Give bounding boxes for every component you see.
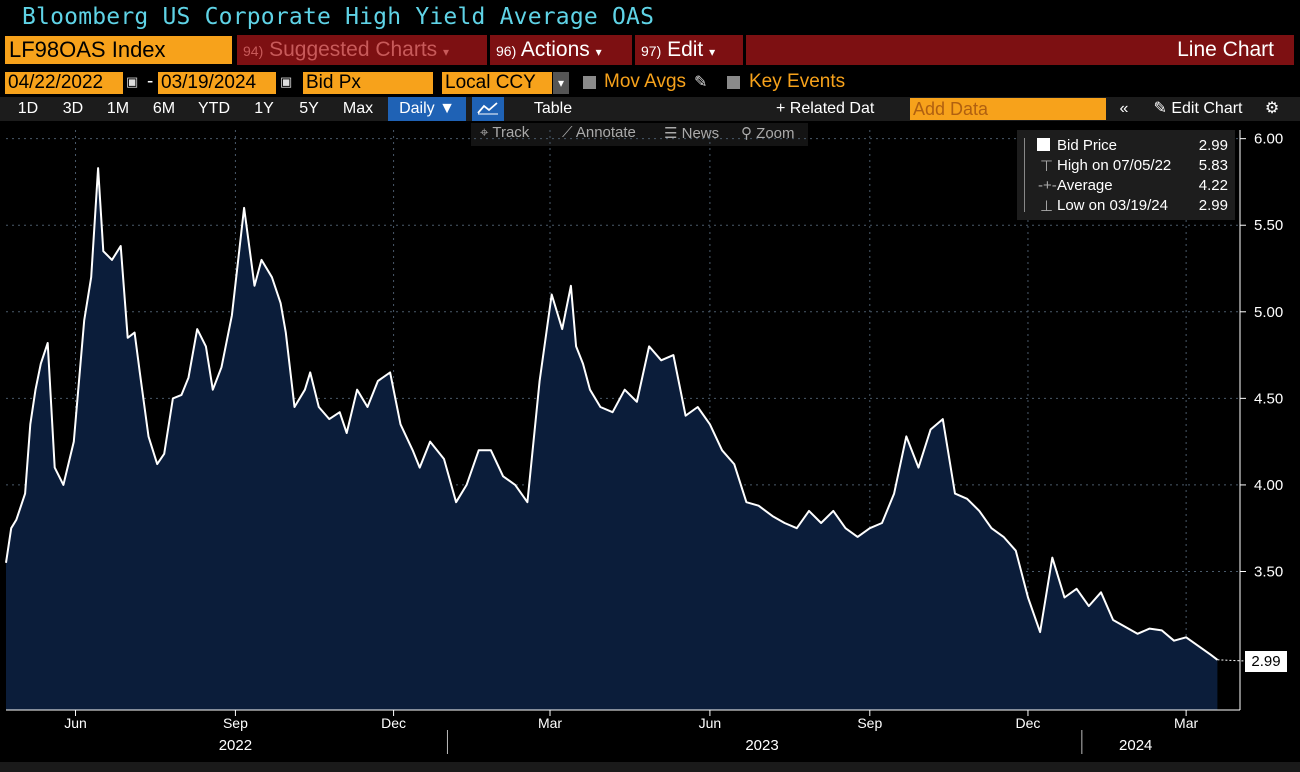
actions-label: Actions: [520, 38, 590, 61]
key-events-checkbox[interactable]: [727, 76, 740, 89]
pencil-icon: ✎: [1153, 100, 1167, 117]
legend-label-high: High on 07/05/22: [1057, 157, 1172, 174]
gear-icon[interactable]: ⚙: [1264, 100, 1280, 117]
legend-value-low: 2.99: [1198, 197, 1228, 214]
ticker-field[interactable]: LF98OAS Index: [5, 36, 232, 64]
range-6m[interactable]: 6M: [152, 100, 176, 117]
last-value-connector: [1217, 659, 1246, 662]
x-tick-label: Mar: [538, 715, 562, 731]
chevron-down-icon[interactable]: ▾: [553, 72, 569, 94]
mov-avgs-checkbox[interactable]: [583, 76, 596, 89]
legend-value-bid-price: 2.99: [1198, 137, 1228, 154]
legend-value-high: 5.83: [1198, 157, 1228, 174]
news-icon: ☰: [664, 125, 682, 142]
chevron-down-icon: ▾: [443, 45, 450, 59]
track-label: Track: [492, 124, 530, 141]
legend-bracket: [1024, 138, 1035, 212]
zoom-label: Zoom: [756, 125, 795, 142]
y-tick-label: 4.50: [1254, 390, 1283, 407]
chart-tools-bar: [471, 123, 808, 146]
key-events-label: Key Events: [749, 71, 846, 92]
currency-select[interactable]: Local CCY: [442, 72, 552, 94]
annotate-label: Annotate: [575, 124, 636, 141]
triangle-down-icon: ▼: [439, 100, 455, 117]
legend-label-bid-price: Bid Price: [1057, 137, 1118, 154]
series-line: [5, 167, 1219, 661]
y-tick-label: 5.50: [1254, 217, 1283, 234]
x-tick-label: Dec: [381, 715, 406, 731]
edit-chart-label: Edit Chart: [1171, 100, 1243, 117]
range-3d[interactable]: 3D: [62, 100, 84, 117]
magnifier-icon: ⚲: [741, 125, 757, 142]
range-max[interactable]: Max: [342, 100, 374, 117]
edit-chart-button[interactable]: ✎ Edit Chart: [1142, 97, 1254, 121]
calendar-icon[interactable]: ▣: [126, 74, 139, 89]
suggested-charts-menu[interactable]: 94) Suggested Charts ▾: [237, 35, 487, 65]
chart-window-title: Bloomberg US Corporate High Yield Averag…: [0, 0, 1300, 34]
y-tick-label: 3.50: [1254, 563, 1283, 580]
chevron-down-icon: ▾: [709, 45, 716, 59]
high-marker-icon: ⊤: [1040, 158, 1054, 175]
edit-number: 97): [641, 43, 662, 59]
suggested-charts-label: Suggested Charts: [269, 38, 438, 61]
legend-label-average: Average: [1057, 177, 1113, 194]
table-button[interactable]: Table: [533, 100, 573, 117]
chart-type-label[interactable]: Line Chart: [746, 35, 1294, 65]
y-tick-label: 5.00: [1254, 304, 1283, 321]
actions-menu[interactable]: 96) Actions ▾: [490, 35, 632, 65]
edit-label: Edit: [667, 38, 704, 61]
annotate-tool[interactable]: ⟋ Annotate: [562, 124, 636, 141]
x-tick-label: Mar: [1174, 715, 1198, 731]
annotate-icon: ⟋: [562, 124, 576, 141]
period-select[interactable]: Daily ▼: [388, 97, 466, 121]
range-5y[interactable]: 5Y: [299, 100, 319, 117]
chevron-down-icon: ▾: [595, 45, 602, 59]
low-marker-icon: ⊥: [1040, 198, 1054, 215]
range-ytd[interactable]: YTD: [198, 100, 230, 117]
track-tool[interactable]: ⌖ Track: [480, 124, 529, 141]
status-bar: [0, 762, 1300, 772]
range-1y[interactable]: 1Y: [254, 100, 274, 117]
y-tick-label: 6.00: [1254, 131, 1283, 148]
date-separator: -: [147, 71, 154, 92]
edit-menu[interactable]: 97) Edit ▾: [635, 35, 743, 65]
end-date-input[interactable]: 03/19/2024: [158, 72, 276, 94]
line-chart-icon[interactable]: [472, 97, 504, 121]
series-area: [6, 168, 1218, 711]
range-1m[interactable]: 1M: [106, 100, 130, 117]
average-marker-icon: -+-: [1038, 177, 1057, 194]
x-tick-label: Sep: [223, 715, 248, 731]
last-value-tag: 2.99: [1245, 651, 1287, 672]
legend-box[interactable]: [1017, 130, 1235, 220]
year-label: 2022: [219, 737, 252, 754]
legend-swatch: [1037, 138, 1050, 151]
x-tick-label: Jun: [699, 715, 722, 731]
x-tick-label: Jun: [64, 715, 87, 731]
pencil-icon[interactable]: ✎: [694, 74, 708, 91]
related-data-button[interactable]: + Related Dat: [776, 100, 875, 117]
range-1d[interactable]: 1D: [17, 100, 39, 117]
legend-value-average: 4.22: [1198, 177, 1228, 194]
calendar-icon[interactable]: ▣: [280, 74, 293, 89]
year-label: 2023: [745, 737, 778, 754]
year-label: 2024: [1119, 737, 1152, 754]
x-tick-label: Sep: [857, 715, 882, 731]
x-tick-label: Dec: [1016, 715, 1041, 731]
collapse-icon[interactable]: «: [1119, 100, 1129, 117]
field-select[interactable]: Bid Px: [303, 72, 433, 94]
page-title: Bloomberg US Corporate High Yield Averag…: [22, 4, 655, 30]
add-data-input[interactable]: Add Data: [910, 98, 1106, 120]
suggested-charts-number: 94): [243, 43, 264, 59]
zoom-tool[interactable]: ⚲ Zoom: [741, 124, 795, 142]
legend-label-low: Low on 03/19/24: [1057, 197, 1168, 214]
period-label: Daily: [399, 100, 435, 117]
y-tick-label: 4.00: [1254, 477, 1283, 494]
crosshair-icon: ⌖: [480, 124, 493, 141]
start-date-input[interactable]: 04/22/2022: [5, 72, 123, 94]
mov-avgs-label: Mov Avgs: [604, 71, 687, 92]
actions-number: 96): [496, 43, 517, 59]
